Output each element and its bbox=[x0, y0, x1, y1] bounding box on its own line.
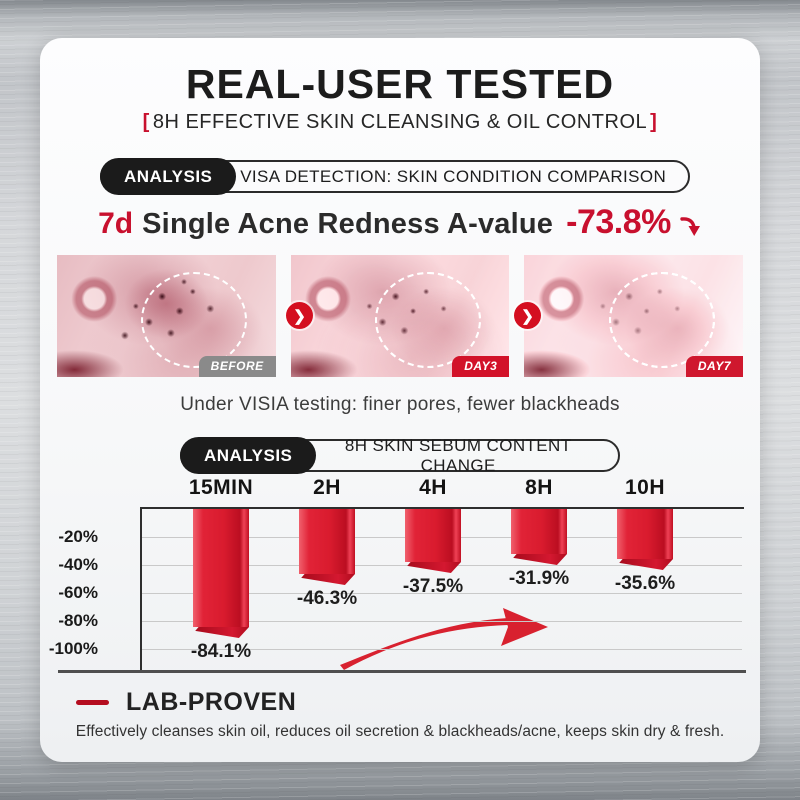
next-step-arrow-icon: ❯ bbox=[514, 302, 541, 329]
gridline bbox=[142, 649, 742, 650]
bar bbox=[511, 509, 567, 554]
sebum-pill-text: 8H SKIN SEBUM CONTENT CHANGE bbox=[344, 435, 572, 475]
photo-day7: DAY7 bbox=[524, 255, 744, 377]
chart-top-axis bbox=[140, 507, 744, 509]
y-tick-label: -80% bbox=[58, 611, 98, 630]
bar-value-label: -31.9% bbox=[508, 568, 570, 589]
category-label: 15MIN bbox=[188, 476, 254, 499]
page-subtitle: [8H EFFECTIVE SKIN CLEANSING & OIL CONTR… bbox=[40, 111, 760, 134]
visia-analysis-pill: ANALYSIS VISA DETECTION: SKIN CONDITION … bbox=[100, 158, 690, 195]
next-step-arrow-icon: ❯ bbox=[286, 302, 313, 329]
photo-day3: DAY3 bbox=[290, 255, 510, 377]
photo-label-badge: DAY7 bbox=[685, 356, 744, 377]
category-label: 4H bbox=[419, 476, 447, 499]
dashed-focus-circle bbox=[374, 272, 481, 369]
visia-caption: Under VISIA testing: finer pores, fewer … bbox=[180, 394, 620, 415]
dashed-focus-circle bbox=[141, 272, 248, 369]
content-card: REAL-USER TESTED [8H EFFECTIVE SKIN CLEA… bbox=[40, 38, 760, 762]
bracket-close: ] bbox=[650, 111, 658, 133]
bar bbox=[405, 509, 461, 562]
y-tick-label: -100% bbox=[48, 639, 98, 658]
visia-pill-text: VISA DETECTION: SKIN CONDITION COMPARISO… bbox=[240, 166, 667, 186]
y-tick-label: -20% bbox=[58, 527, 98, 546]
acne-redness-headline: 7d Single Acne Redness A-value -73.8% bbox=[40, 203, 760, 242]
photo-before: BEFORE bbox=[57, 255, 276, 377]
bar bbox=[193, 509, 249, 627]
bar bbox=[617, 509, 673, 559]
trend-swoosh-arrow-icon bbox=[340, 602, 580, 679]
category-label: 2H bbox=[313, 476, 341, 499]
headline-text: Single Acne Redness A-value bbox=[142, 208, 554, 240]
headline-prefix: 7d bbox=[98, 207, 134, 240]
y-tick-label: -40% bbox=[58, 555, 98, 574]
chart-bottom-divider bbox=[58, 670, 746, 673]
bar-value-label: -46.3% bbox=[296, 588, 358, 609]
lab-proven-heading: LAB-PROVEN bbox=[126, 688, 297, 716]
dashed-focus-circle bbox=[608, 272, 715, 369]
photo-label-badge: DAY3 bbox=[452, 356, 510, 377]
category-label: 8H bbox=[525, 476, 553, 499]
red-dash-icon bbox=[76, 700, 109, 705]
bar-value-label: -35.6% bbox=[614, 573, 676, 594]
sebum-analysis-pill: ANALYSIS 8H SKIN SEBUM CONTENT CHANGE bbox=[180, 436, 620, 475]
y-tick-label: -60% bbox=[58, 583, 98, 602]
visia-photo-strip: BEFORE DAY3 DAY7 ❯ ❯ bbox=[57, 255, 744, 377]
headline-value: -73.8% bbox=[566, 203, 671, 241]
sebum-chart: 15MIN 2H 4H 8H 10H -20% -40% -60% -80% -100% -84.1… bbox=[40, 474, 760, 676]
bar-value-label: -84.1% bbox=[190, 641, 252, 662]
lab-proven-row: LAB-PROVEN bbox=[76, 688, 760, 717]
bar bbox=[299, 509, 355, 574]
footer-description: Effectively cleanses skin oil, reduces o… bbox=[75, 723, 725, 740]
subtitle-text: 8H EFFECTIVE SKIN CLEANSING & OIL CONTRO… bbox=[152, 111, 648, 133]
page-title: REAL-USER TESTED bbox=[185, 61, 615, 107]
analysis-badge: ANALYSIS bbox=[180, 437, 317, 474]
gridline bbox=[142, 593, 742, 594]
gridline bbox=[142, 621, 742, 622]
bar-value-label: -37.5% bbox=[402, 576, 464, 597]
chart-left-axis bbox=[140, 507, 142, 670]
bracket-open: [ bbox=[142, 111, 150, 133]
photo-label-badge: BEFORE bbox=[198, 356, 276, 377]
curved-down-arrow-icon bbox=[680, 214, 702, 243]
category-label: 10H bbox=[624, 476, 666, 499]
analysis-badge: ANALYSIS bbox=[100, 158, 237, 195]
